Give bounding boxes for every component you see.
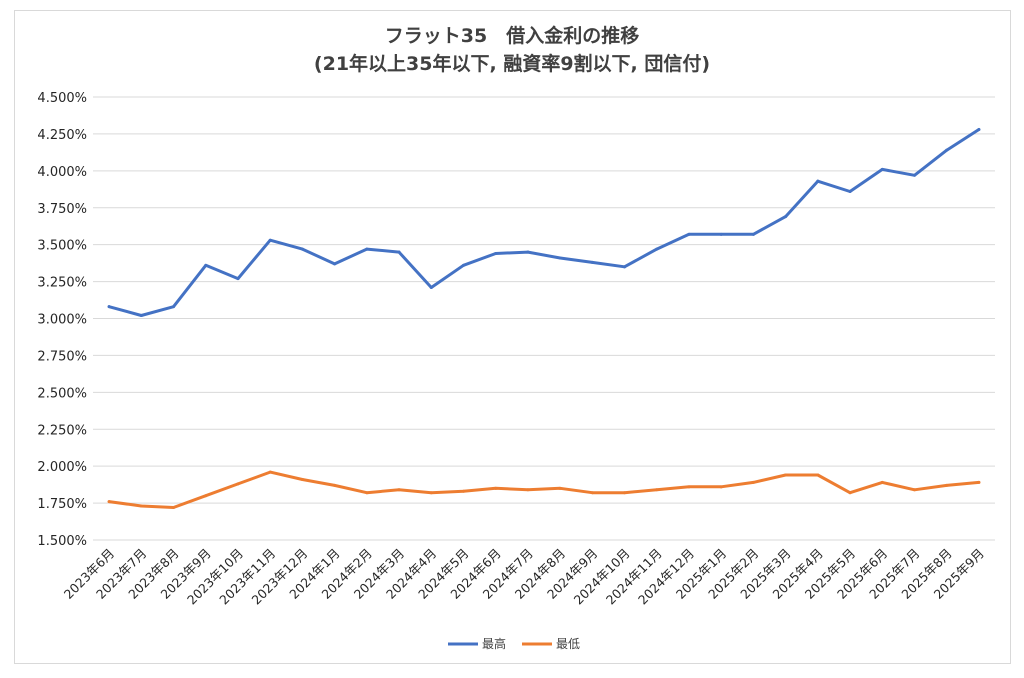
data-point: [494, 486, 498, 490]
gridlines: [93, 96, 995, 541]
data-point: [107, 500, 111, 504]
data-point: [268, 470, 272, 474]
data-point: [687, 232, 691, 236]
data-point: [977, 127, 981, 131]
x-axis-ticks: 2023年6月2023年7月2023年8月2023年9月2023年10月2023…: [61, 546, 987, 608]
data-point: [397, 250, 401, 254]
data-point: [655, 247, 659, 251]
chart-title: フラット35 借入金利の推移: [385, 24, 639, 47]
data-point: [494, 252, 498, 256]
data-point: [751, 480, 755, 484]
data-point: [751, 232, 755, 236]
data-point: [429, 285, 433, 289]
y-tick-label: 4.250%: [37, 128, 87, 143]
data-point: [268, 238, 272, 242]
y-tick-label: 3.250%: [37, 276, 87, 291]
y-tick-label: 1.750%: [37, 497, 87, 512]
data-point: [429, 491, 433, 495]
y-tick-label: 2.750%: [37, 349, 87, 364]
series-line-1: [107, 470, 981, 509]
data-point: [848, 491, 852, 495]
legend: 最高 最低: [448, 636, 580, 651]
data-point: [204, 494, 208, 498]
data-point: [558, 256, 562, 260]
data-point: [977, 480, 981, 484]
data-point: [107, 305, 111, 309]
y-tick-label: 2.500%: [37, 386, 87, 401]
y-tick-label: 3.500%: [37, 239, 87, 254]
data-point: [300, 247, 304, 251]
data-point: [204, 263, 208, 267]
y-tick-label: 3.000%: [37, 313, 87, 328]
data-point: [912, 488, 916, 492]
data-point: [912, 173, 916, 177]
legend-label: 最低: [556, 637, 580, 651]
y-tick-label: 2.250%: [37, 423, 87, 438]
data-point: [365, 247, 369, 251]
series-lines: [107, 127, 981, 510]
chart-frame: [14, 10, 1011, 664]
data-point: [655, 488, 659, 492]
y-tick-label: 4.000%: [37, 165, 87, 180]
data-point: [300, 477, 304, 481]
data-point: [880, 167, 884, 171]
data-point: [333, 483, 337, 487]
data-point: [365, 491, 369, 495]
data-point: [236, 277, 240, 281]
data-point: [687, 485, 691, 489]
data-point: [784, 215, 788, 219]
y-tick-label: 2.000%: [37, 460, 87, 475]
data-point: [590, 260, 594, 264]
data-point: [880, 480, 884, 484]
data-point: [461, 263, 465, 267]
y-axis-ticks: 4.500% 4.250% 4.000% 3.750% 3.500% 3.250% 3.00…: [37, 91, 87, 549]
data-point: [139, 504, 143, 508]
y-tick-label: 1.500%: [37, 534, 87, 549]
data-point: [719, 232, 723, 236]
series-line-0: [107, 128, 981, 317]
data-point: [139, 314, 143, 318]
data-point: [623, 491, 627, 495]
y-tick-label: 4.500%: [37, 91, 87, 106]
data-point: [848, 190, 852, 194]
data-point: [945, 148, 949, 152]
chart-subtitle: (21年以上35年以下, 融資率9割以下, 団信付): [314, 52, 710, 75]
data-point: [333, 262, 337, 266]
data-point: [816, 179, 820, 183]
legend-label: 最高: [482, 636, 506, 651]
data-point: [172, 305, 176, 309]
data-point: [784, 473, 788, 477]
y-tick-label: 3.750%: [37, 202, 87, 217]
data-point: [172, 506, 176, 510]
data-point: [719, 485, 723, 489]
data-point: [236, 482, 240, 486]
data-point: [397, 488, 401, 492]
data-point: [945, 483, 949, 487]
data-point: [623, 265, 627, 269]
data-point: [461, 489, 465, 493]
data-point: [816, 473, 820, 477]
data-point: [590, 491, 594, 495]
data-point: [526, 488, 530, 492]
data-point: [558, 486, 562, 490]
data-point: [526, 250, 530, 254]
